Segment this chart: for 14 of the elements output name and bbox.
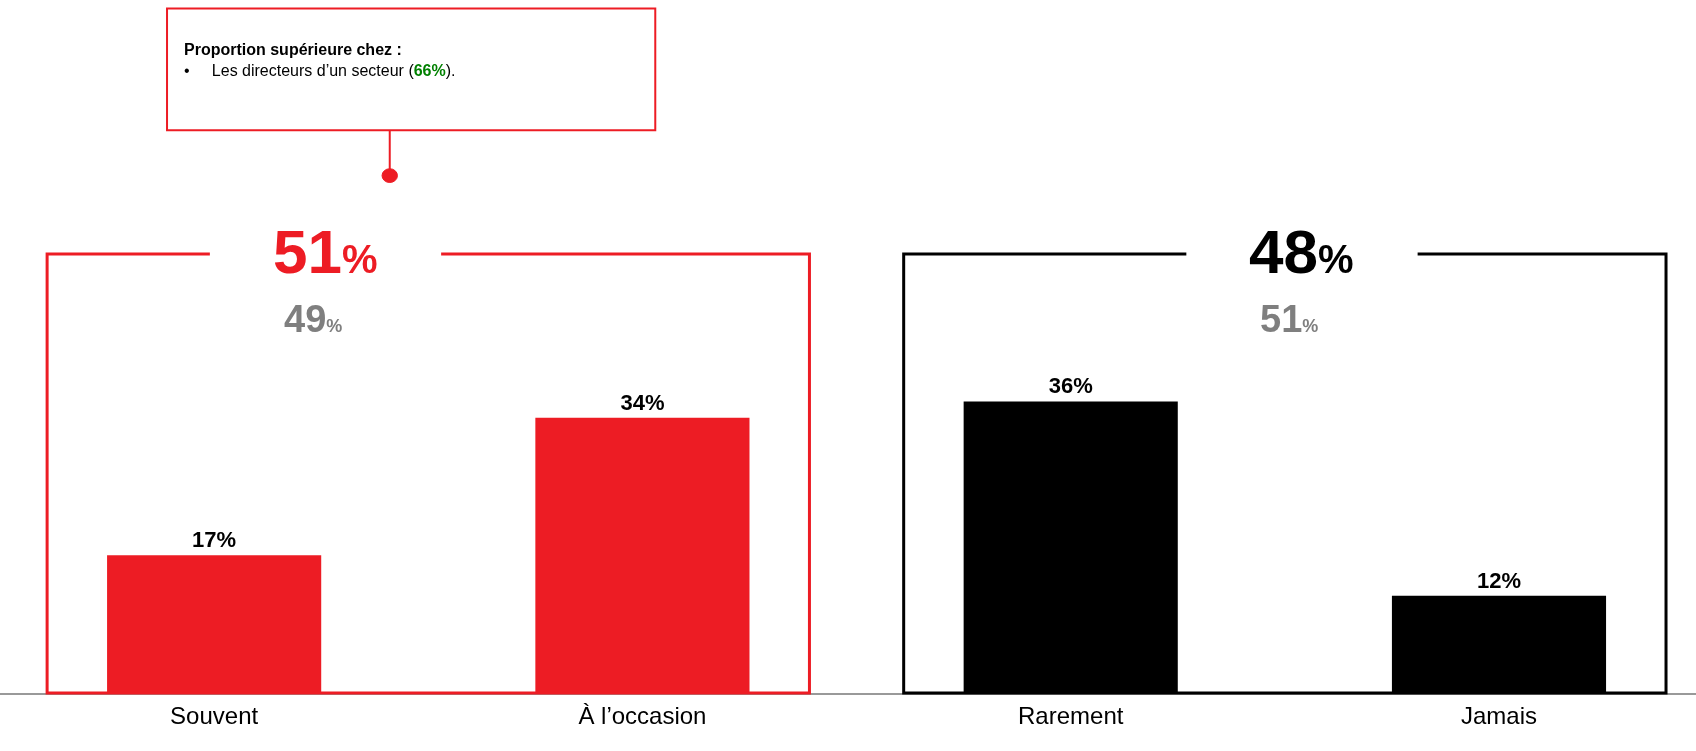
text: • Les directeurs d’un secteur (66%). — [184, 61, 456, 79]
x-tick-label: À l’occasion — [578, 701, 707, 729]
x-tick-label: Souvent — [170, 701, 259, 729]
x-tick-label: Jamais — [1460, 701, 1538, 729]
data-label: 36% — [1048, 373, 1093, 399]
data-label: 17% — [192, 527, 237, 553]
data-label: 12% — [1476, 567, 1522, 593]
text: Proportion supérieure chez : — [184, 41, 402, 58]
data-label: 34% — [620, 389, 665, 415]
text: 48% — [1249, 217, 1354, 286]
x-tick-label: Rarement — [1018, 701, 1124, 729]
text: 51% — [1260, 298, 1319, 340]
text: 49% — [284, 298, 343, 340]
text: 51% — [273, 217, 378, 286]
